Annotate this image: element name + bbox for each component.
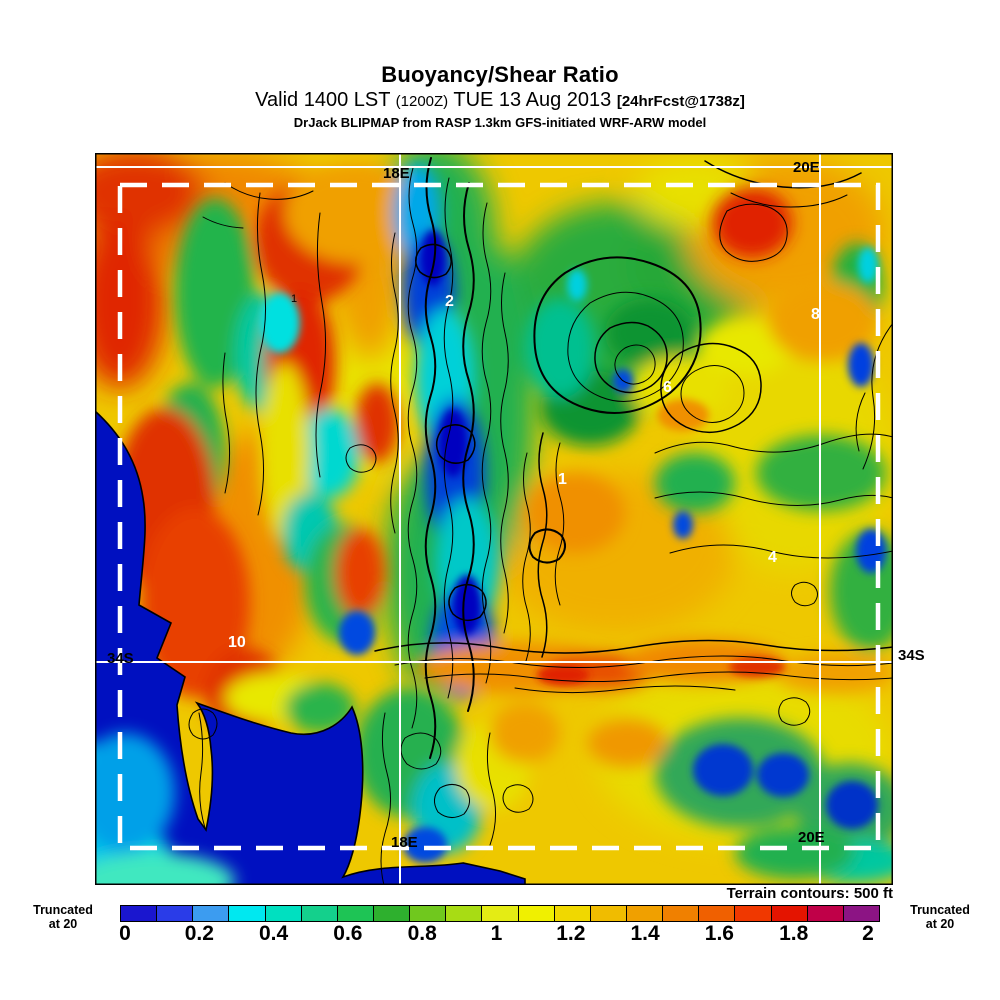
colorbar-ticks: 0 0.2 0.4 0.6 0.8 1 1.2 1.4 1.6 1.8 2 [0, 922, 1000, 950]
contour-label: 1 [291, 293, 298, 305]
ratio-value-label: 1 [558, 471, 567, 488]
colorbar-segment [301, 906, 338, 921]
colorbar-segment [482, 906, 519, 921]
colorbar-segment [807, 906, 844, 921]
colorbar-segment [518, 906, 555, 921]
colorbar-segment [337, 906, 374, 921]
graticule-label: 34S [898, 647, 925, 664]
valid-zulu: (1200Z) [395, 93, 449, 110]
colorbar-segment [265, 906, 302, 921]
colorbar-segment [446, 906, 483, 921]
terrain-contours-note: Terrain contours: 500 ft [726, 885, 893, 902]
map-frame [95, 153, 893, 885]
colorbar-tick-label: 1.6 [704, 922, 734, 945]
colorbar-segment [626, 906, 664, 921]
ratio-value-label: 6 [663, 379, 672, 396]
colorbar-tick-label: 2 [862, 922, 874, 945]
colorbar-tick-label: 0 [119, 922, 131, 945]
valid-date: TUE 13 Aug 2013 [453, 89, 612, 111]
graticule-label: 18E [391, 834, 418, 851]
colorbar-segment [121, 906, 158, 921]
page-title: Buoyancy/Shear Ratio [381, 62, 619, 87]
graticule [95, 153, 893, 885]
ratio-value-label: 10 [228, 634, 246, 651]
graticule-label: 34S [107, 650, 134, 667]
colorbar-tick-label: 0.2 [184, 922, 214, 945]
truncated-note-left: Truncated at 20 [33, 903, 93, 931]
colorbar-segment [699, 906, 736, 921]
graticule-label: 20E [793, 159, 820, 176]
colorbar-segment [193, 906, 230, 921]
colorbar-tick-label: 1 [490, 922, 503, 945]
colorbar [120, 905, 880, 922]
colorbar-segment [590, 906, 627, 921]
colorbar-tick-label: 0.8 [407, 922, 437, 945]
ratio-value-label: 4 [768, 549, 777, 566]
colorbar-tick-label: 1.4 [630, 922, 660, 945]
header: Buoyancy/Shear Ratio Valid 1400 LST (120… [0, 62, 1000, 130]
colorbar-segment [735, 906, 772, 921]
ratio-value-label: 8 [811, 306, 820, 323]
graticule-label: 18E [383, 165, 410, 182]
forecast-tag: [24hrFcst@1738z] [616, 93, 745, 110]
truncated-note-right: Truncated at 20 [910, 903, 970, 931]
colorbar-segment [771, 906, 808, 921]
buoyancy-shear-map [95, 153, 893, 885]
valid-time: Valid 1400 LST [255, 89, 391, 111]
colorbar-tick-label: 1.8 [779, 922, 809, 945]
valid-time-line: Valid 1400 LST (1200Z) TUE 13 Aug 2013 [… [0, 89, 1000, 112]
colorbar-segment [843, 906, 879, 921]
colorbar-segment [157, 906, 194, 921]
model-line: DrJack BLIPMAP from RASP 1.3km GFS-initi… [293, 115, 707, 130]
colorbar-segment [554, 906, 591, 921]
map-labels: 18E 20E 34S 34S 18E 20E 2 1 6 8 10 4 1 [95, 153, 925, 885]
colorbar-tick-label: 0.6 [333, 922, 363, 945]
model-domain-boundary [117, 182, 881, 851]
ocean-gradient-bands [95, 733, 235, 885]
colorbar-segment [410, 906, 447, 921]
colorbar-segment [373, 906, 411, 921]
ratio-value-label: 2 [445, 293, 454, 310]
colorbar-segment [663, 906, 700, 921]
graticule-label: 20E [798, 829, 825, 846]
colorbar-segment [229, 906, 266, 921]
map-region: 18E 20E 34S 34S 18E 20E 2 1 6 8 10 4 1 [95, 153, 925, 885]
colorbar-tick-label: 0.4 [258, 922, 289, 945]
colorbar-tick-label: 1.2 [556, 922, 586, 945]
